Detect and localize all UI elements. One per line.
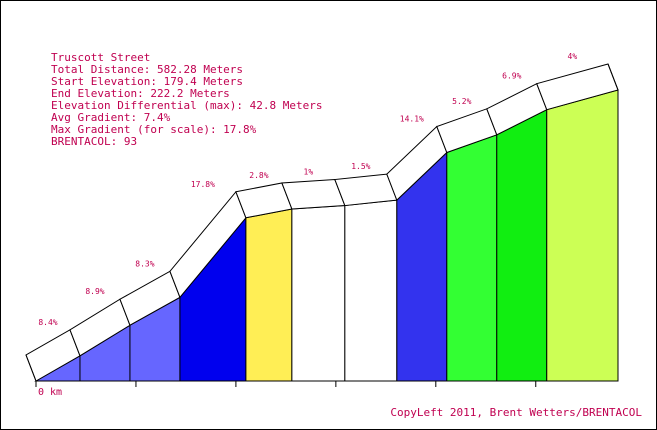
total-distance: Total Distance: 582.28 Meters: [51, 63, 244, 76]
segment-column: [496, 108, 548, 382]
gradient-label: 5.2%: [452, 97, 471, 106]
segment-column: [344, 199, 398, 382]
x-tick-label: 0 km: [38, 387, 62, 398]
gradient-label: 1.5%: [351, 162, 370, 171]
road-start-cap: [25, 354, 37, 382]
segment-column: [446, 134, 498, 382]
gradient-label: 8.9%: [85, 287, 104, 296]
gradient-label: 4%: [568, 52, 578, 61]
gradient-label: 8.3%: [135, 259, 154, 268]
avg-gradient: Avg Gradient: 7.4%: [51, 111, 171, 124]
segment-road-top: [334, 173, 398, 207]
max-gradient: Max Gradient (for scale): 17.8%: [51, 123, 257, 136]
gradient-label: 1%: [304, 168, 314, 177]
gradient-label: 14.1%: [400, 115, 424, 124]
route-title: Truscott Street: [51, 51, 151, 64]
gradient-label: 8.4%: [38, 318, 57, 327]
copyleft-note: CopyLeft 2011, Brent Wetters/BRENTACOL: [390, 406, 642, 419]
segment-column: [245, 208, 293, 382]
gradient-label: 6.9%: [502, 72, 521, 81]
segment-column: [291, 205, 346, 382]
gradient-label: 17.8%: [191, 180, 215, 189]
elevation-differential: Elevation Differential (max): 42.8 Meter…: [51, 99, 323, 112]
brentacol-score: BRENTACOL: 93: [51, 135, 138, 148]
start-elevation: Start Elevation: 179.4 Meters: [51, 75, 244, 88]
route-info: Truscott Street Total Distance: 582.28 M…: [51, 52, 323, 148]
end-elevation: End Elevation: 222.2 Meters: [51, 87, 230, 100]
segment-road-top: [281, 179, 346, 210]
gradient-label: 2.8%: [249, 171, 268, 180]
road-end-cap: [607, 63, 619, 91]
segment-column: [546, 89, 619, 382]
